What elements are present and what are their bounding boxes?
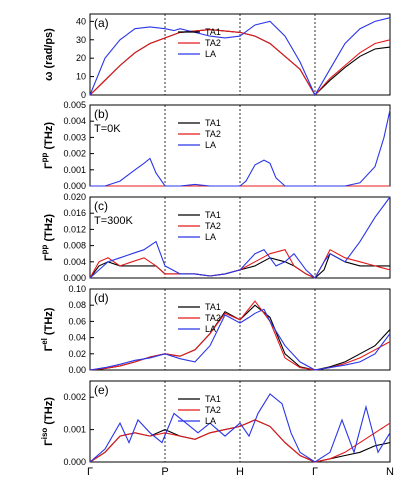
y-tick-label: 0.008 bbox=[63, 241, 86, 251]
y-tick-label: 0.001 bbox=[63, 425, 86, 435]
y-tick-label: 0.06 bbox=[68, 316, 86, 326]
series-line-ta2 bbox=[89, 419, 391, 463]
temperature-annotation: T=300K bbox=[94, 215, 133, 227]
panel-label: (a) bbox=[94, 16, 109, 30]
y-tick-label: 0.002 bbox=[63, 392, 86, 402]
series-line-la bbox=[89, 393, 391, 463]
series-line-la bbox=[89, 308, 391, 371]
legend-entry: TA1 bbox=[205, 210, 221, 220]
legend-entry: TA2 bbox=[205, 221, 221, 231]
y-tick-label: 0.004 bbox=[63, 257, 86, 267]
x-tick-label: P bbox=[161, 466, 168, 478]
series-line-ta2 bbox=[89, 300, 391, 371]
panel-label: (d) bbox=[94, 291, 109, 305]
y-tick-label: 0.004 bbox=[63, 116, 86, 126]
y-tick-label: 20 bbox=[76, 53, 86, 63]
x-tick-label: Γ bbox=[87, 466, 93, 478]
y-tick-label: 0.08 bbox=[68, 300, 86, 310]
legend-entry: TA1 bbox=[205, 302, 221, 312]
y-tick-label: 30 bbox=[76, 35, 86, 45]
legend-entry: TA1 bbox=[205, 118, 221, 128]
legend-entry: LA bbox=[205, 140, 216, 150]
y-tick-label: 0.016 bbox=[63, 208, 86, 218]
y-tick-label: 0.001 bbox=[63, 165, 86, 175]
series-line-la bbox=[90, 109, 391, 187]
y-tick-label: 10 bbox=[76, 72, 86, 82]
y-tick-label: 0.02 bbox=[68, 349, 86, 359]
y-tick-label: 40 bbox=[76, 16, 86, 26]
y-axis-label: Γpp (THz) bbox=[40, 214, 55, 261]
legend-entry: LA bbox=[205, 232, 216, 242]
legend-entry: LA bbox=[205, 49, 216, 59]
x-tick-label: Γ bbox=[312, 466, 318, 478]
y-tick-label: 0.00 bbox=[68, 365, 86, 375]
series-line-la bbox=[89, 196, 391, 279]
legend-entry: LA bbox=[205, 324, 216, 334]
y-axis-label: Γiso (THz) bbox=[40, 397, 55, 446]
x-tick-label: H bbox=[236, 466, 244, 478]
legend-entry: TA2 bbox=[205, 313, 221, 323]
y-axis-label: ω (rad/ps) bbox=[43, 28, 55, 81]
series-line-la bbox=[89, 17, 391, 97]
y-tick-label: 0.003 bbox=[63, 132, 86, 142]
series-line-ta2 bbox=[89, 29, 391, 96]
panel-4: 0.00 0.02 0.04 0.06 0.08 0.10 Γel (THz) (d) TA1T… bbox=[40, 284, 391, 375]
legend-entry: TA2 bbox=[205, 129, 221, 139]
legend-entry: TA2 bbox=[205, 405, 221, 415]
x-tick-label: N bbox=[386, 466, 394, 478]
y-tick-label: 0.04 bbox=[68, 333, 86, 343]
y-tick-label: 0.020 bbox=[63, 192, 86, 202]
y-tick-label: 0.000 bbox=[63, 273, 86, 283]
temperature-annotation: T=0K bbox=[94, 123, 121, 135]
panel-2: 0.000 0.001 0.002 0.003 0.004 0.005 Γpp (THz) (… bbox=[40, 100, 391, 191]
y-tick-label: 0.005 bbox=[63, 100, 86, 110]
y-tick-label: 0.002 bbox=[63, 149, 86, 159]
y-tick-label: 0.10 bbox=[68, 284, 86, 294]
y-tick-label: 0.000 bbox=[63, 181, 86, 191]
panel-3: 0.000 0.004 0.008 0.012 0.016 0.020 Γpp (THz) (… bbox=[40, 192, 391, 283]
y-axis-label: Γpp (THz) bbox=[40, 122, 55, 169]
panel-label: (b) bbox=[94, 107, 109, 121]
panel-label: (e) bbox=[94, 383, 109, 397]
legend-entry: TA1 bbox=[205, 27, 221, 37]
legend-entry: LA bbox=[205, 416, 216, 426]
y-tick-label: 0.000 bbox=[63, 457, 86, 467]
legend-entry: TA1 bbox=[205, 394, 221, 404]
y-tick-label: 0.012 bbox=[63, 224, 86, 234]
panel-label: (c) bbox=[94, 199, 108, 213]
y-tick-label: 0 bbox=[81, 90, 86, 100]
y-axis-label: Γel (THz) bbox=[40, 307, 55, 351]
legend-entry: TA2 bbox=[205, 38, 221, 48]
